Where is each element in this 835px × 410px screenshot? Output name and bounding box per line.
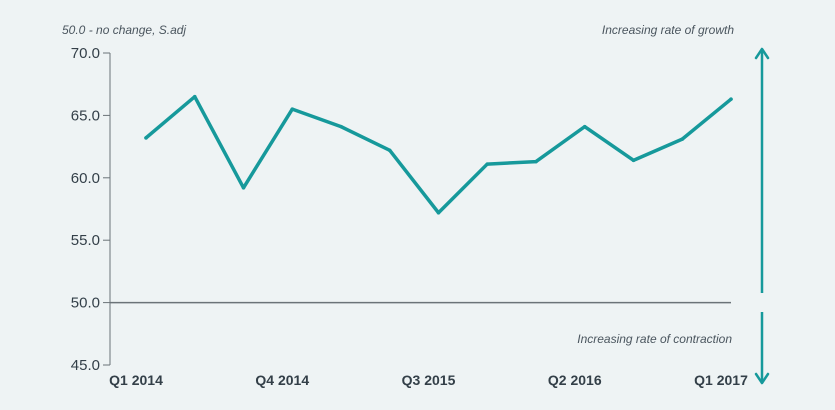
data-point <box>339 124 343 129</box>
y-axis-unit-label: 50.0 - no change, S.adj <box>62 23 186 37</box>
data-point <box>485 162 489 166</box>
data-point <box>583 124 587 129</box>
series-group <box>144 94 733 215</box>
data-point <box>290 107 294 111</box>
data-point <box>193 94 197 99</box>
arrow-up-icon <box>754 47 770 60</box>
data-point <box>241 186 246 190</box>
y-tick-label: 55.0 <box>71 232 100 249</box>
data-line-series-0 <box>144 94 733 215</box>
data-point <box>388 148 392 153</box>
data-point <box>631 158 636 163</box>
x-tick-label: Q1 2014 <box>109 372 163 388</box>
contraction-annotation: Increasing rate of contraction <box>577 332 732 346</box>
y-tick-label: 65.0 <box>71 107 100 124</box>
direction-arrows <box>754 47 770 385</box>
x-axis: Q1 2014 Q4 2014 Q3 2015 Q2 2016 Q1 2017 <box>109 372 748 388</box>
y-tick-label: 50.0 <box>71 295 100 312</box>
data-point <box>436 210 441 215</box>
y-tick-label: 45.0 <box>71 357 100 374</box>
x-tick-label: Q2 2016 <box>548 372 602 388</box>
y-axis: 70.0 65.0 60.0 55.0 50.0 45.0 <box>71 45 111 374</box>
growth-annotation: Increasing rate of growth <box>602 23 734 37</box>
data-point <box>729 97 733 101</box>
x-tick-label: Q1 2017 <box>694 372 748 388</box>
y-tick-label: 60.0 <box>71 170 100 187</box>
x-tick-label: Q4 2014 <box>255 372 309 388</box>
data-point <box>534 159 538 164</box>
data-point <box>680 137 684 141</box>
arrow-down-icon <box>754 372 770 385</box>
data-point <box>144 136 148 140</box>
x-tick-label: Q3 2015 <box>402 372 456 388</box>
y-tick-label: 70.0 <box>71 45 100 62</box>
